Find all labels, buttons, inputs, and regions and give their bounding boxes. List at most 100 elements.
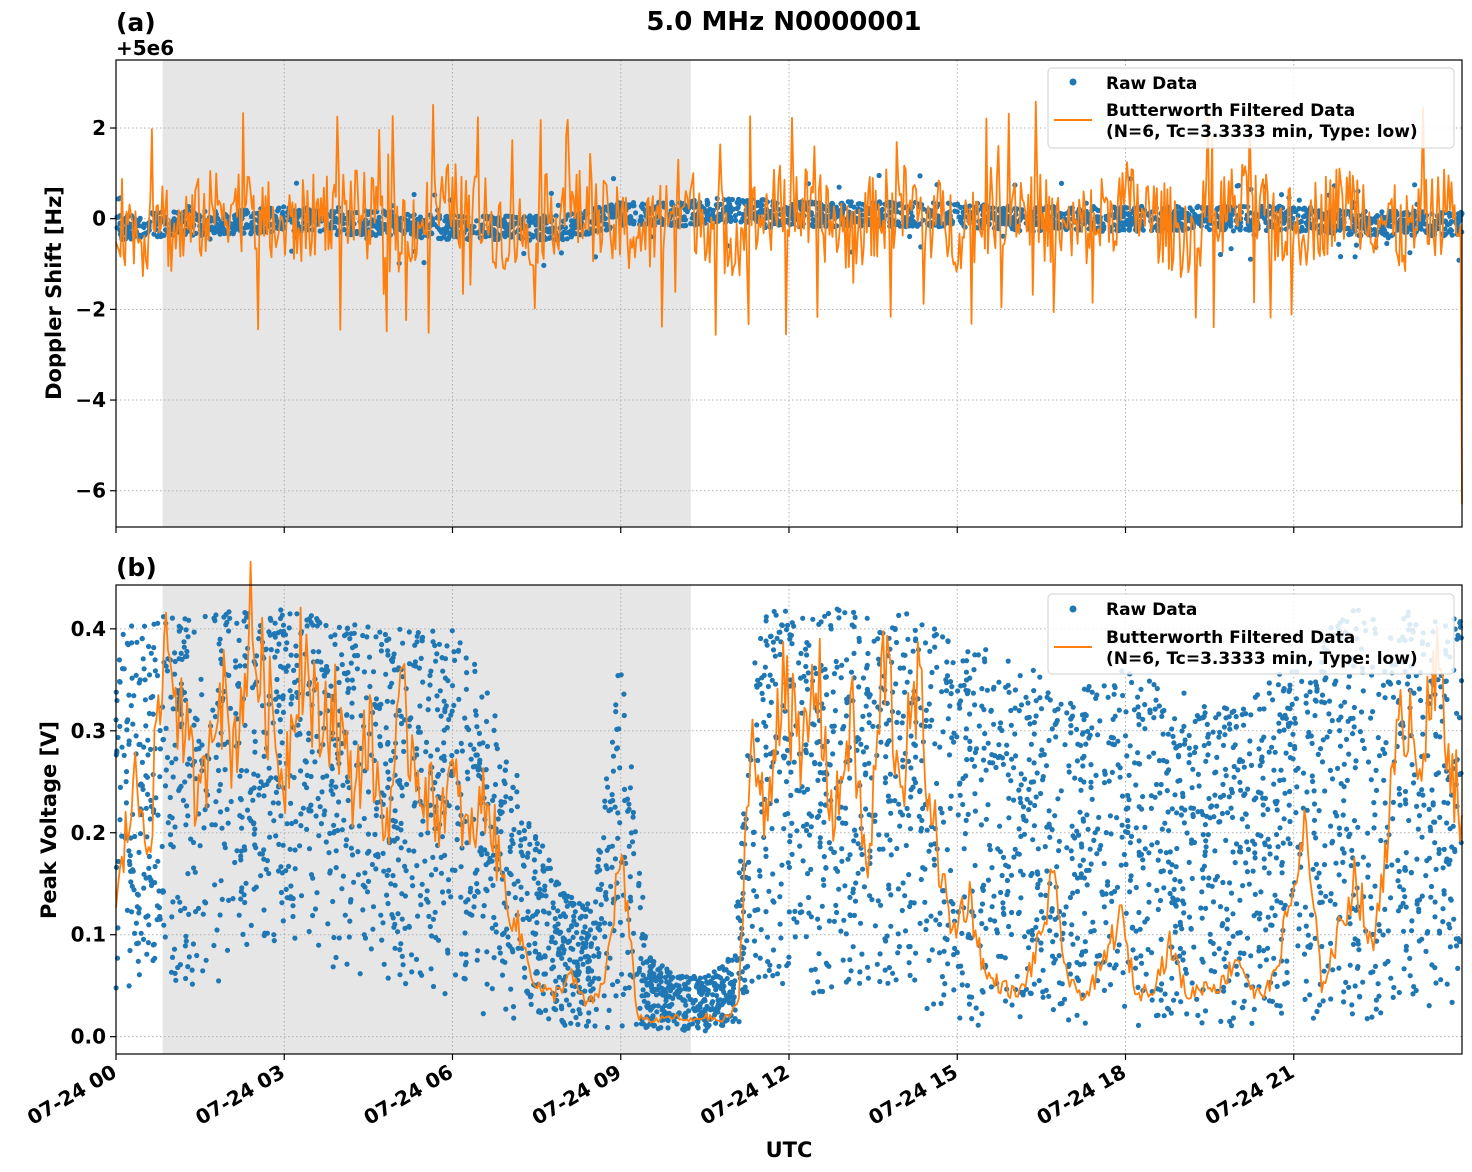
raw-data-point <box>385 648 391 654</box>
raw-data-point <box>1272 912 1278 919</box>
raw-data-point <box>423 749 429 755</box>
raw-data-point <box>292 935 298 941</box>
raw-data-point <box>929 717 935 723</box>
raw-data-point <box>1327 767 1333 774</box>
raw-data-point <box>147 746 154 753</box>
raw-data-point <box>1382 695 1388 701</box>
raw-data-point <box>1128 873 1134 879</box>
raw-data-point <box>895 950 901 956</box>
raw-data-point <box>1165 809 1171 815</box>
raw-data-point <box>126 229 132 235</box>
raw-data-point <box>969 1016 975 1022</box>
raw-data-point <box>430 983 437 990</box>
raw-data-point <box>363 695 369 701</box>
raw-data-point <box>1031 981 1037 987</box>
raw-data-point <box>602 798 608 804</box>
raw-data-point <box>1318 890 1324 896</box>
raw-data-point <box>1146 754 1152 760</box>
raw-data-point <box>1283 750 1289 756</box>
raw-data-point <box>845 199 851 205</box>
raw-data-point <box>1251 1006 1257 1013</box>
raw-data-point <box>1440 906 1446 912</box>
raw-data-point <box>831 918 838 925</box>
raw-data-point <box>126 692 132 698</box>
raw-data-point <box>1226 794 1232 800</box>
raw-data-point <box>1174 845 1180 852</box>
raw-data-point <box>1013 753 1019 759</box>
raw-data-point <box>949 684 955 690</box>
raw-data-point <box>1335 765 1341 772</box>
raw-data-point <box>1378 1010 1384 1016</box>
raw-data-point <box>1420 731 1426 737</box>
raw-data-point <box>866 712 872 718</box>
raw-data-point <box>1042 844 1048 850</box>
raw-data-point <box>1008 778 1014 784</box>
raw-data-point <box>127 852 133 859</box>
raw-data-point <box>1267 851 1273 857</box>
raw-data-point <box>422 858 428 864</box>
raw-data-point <box>1237 757 1243 763</box>
raw-data-point <box>318 821 324 827</box>
raw-data-point <box>491 727 497 734</box>
raw-data-point <box>1395 857 1401 864</box>
raw-data-point <box>573 1014 579 1021</box>
raw-data-point <box>1092 830 1098 836</box>
raw-data-point <box>1202 1008 1209 1014</box>
raw-data-point <box>1271 767 1277 773</box>
raw-data-point <box>791 916 797 922</box>
raw-data-point <box>904 805 910 812</box>
raw-data-point <box>1447 944 1453 950</box>
raw-data-point <box>1171 886 1177 893</box>
raw-data-point <box>863 703 869 709</box>
raw-data-point <box>976 723 982 729</box>
raw-data-point <box>931 626 938 632</box>
raw-data-point <box>894 845 900 852</box>
raw-data-point <box>983 816 990 822</box>
raw-data-point <box>1140 857 1146 863</box>
raw-data-point <box>1173 864 1179 870</box>
raw-data-point <box>630 809 637 816</box>
raw-data-point <box>433 866 439 873</box>
raw-data-point <box>278 607 284 613</box>
y-ticks-a: 20−2−4−6 <box>75 116 116 503</box>
raw-data-point <box>857 201 863 207</box>
raw-data-point <box>532 869 538 875</box>
raw-data-point <box>763 744 769 750</box>
raw-data-point <box>777 921 783 927</box>
raw-data-point <box>1421 802 1427 808</box>
raw-data-point <box>1229 814 1236 821</box>
raw-data-point <box>447 230 453 237</box>
raw-data-point <box>440 767 446 773</box>
raw-data-point <box>220 226 226 232</box>
raw-data-point <box>370 904 377 910</box>
raw-data-point <box>1278 767 1284 773</box>
raw-data-point <box>553 1007 559 1013</box>
raw-data-point <box>770 947 777 953</box>
raw-data-point <box>1169 806 1175 812</box>
raw-data-point <box>1409 762 1415 768</box>
raw-data-point <box>1315 751 1321 758</box>
raw-data-point <box>1002 998 1009 1004</box>
raw-data-point <box>1169 975 1175 981</box>
raw-data-point <box>439 889 446 895</box>
raw-data-point <box>730 1018 736 1024</box>
raw-data-point <box>1311 801 1318 807</box>
raw-data-point <box>852 614 858 621</box>
raw-data-point <box>215 742 221 748</box>
raw-data-point <box>791 759 797 765</box>
raw-data-point <box>351 630 357 636</box>
raw-data-point <box>1228 246 1234 252</box>
raw-data-point <box>797 843 803 849</box>
raw-data-point <box>983 767 989 773</box>
raw-data-point <box>999 872 1005 879</box>
raw-data-point <box>958 683 964 689</box>
raw-data-point <box>821 819 827 825</box>
raw-data-point <box>116 657 122 663</box>
raw-data-point <box>896 944 903 950</box>
y-tick-label: 0 <box>92 207 106 231</box>
raw-data-point <box>1290 731 1296 737</box>
raw-data-point <box>1352 983 1358 989</box>
raw-data-point <box>816 925 823 931</box>
raw-data-point <box>276 702 282 709</box>
raw-data-point <box>857 969 863 975</box>
